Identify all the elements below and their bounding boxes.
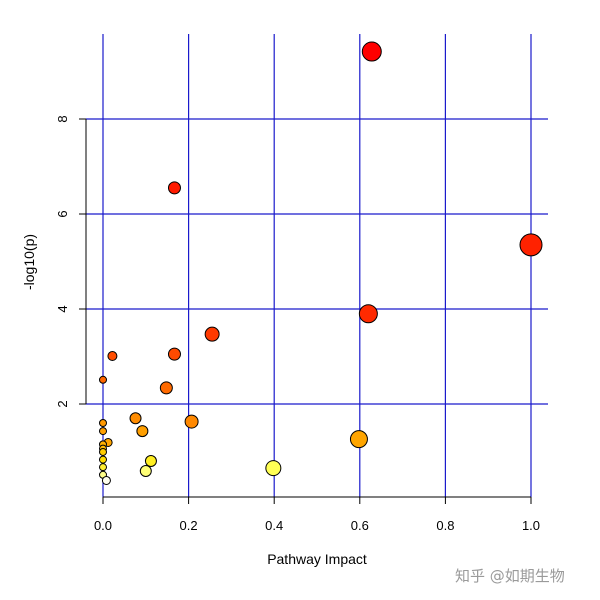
axes <box>79 118 532 504</box>
x-tick-label-3: 0.6 <box>351 518 369 533</box>
data-points <box>99 41 543 485</box>
x-tick-label-2: 0.4 <box>265 518 283 533</box>
tick-labels: 0.0 0.2 0.4 0.6 0.8 1.0 2 4 6 8 <box>55 115 540 533</box>
x-tick-label-5: 1.0 <box>522 518 540 533</box>
data-point-13 <box>99 427 107 436</box>
data-point-8 <box>159 381 173 395</box>
data-point-25 <box>101 475 111 485</box>
x-tick-label-0: 0.0 <box>94 518 112 533</box>
data-point-21 <box>99 463 107 472</box>
data-point-22 <box>265 460 282 477</box>
x-axis-title: Pathway Impact <box>267 551 367 567</box>
data-point-3 <box>358 304 378 324</box>
data-point-11 <box>99 419 107 427</box>
data-point-12 <box>136 425 149 438</box>
grid-lines <box>86 34 548 497</box>
data-point-4 <box>204 326 220 342</box>
data-point-23 <box>139 464 152 477</box>
y-tick-label-2: 6 <box>55 210 70 217</box>
data-point-5 <box>167 347 181 361</box>
data-point-0 <box>361 41 382 62</box>
data-point-19 <box>99 455 107 464</box>
watermark-text: 知乎 @如期生物 <box>455 567 565 585</box>
x-tick-label-1: 0.2 <box>180 518 198 533</box>
x-tick-label-4: 0.8 <box>436 518 454 533</box>
data-point-6 <box>107 351 118 362</box>
data-point-20 <box>144 455 157 467</box>
y-tick-label-0: 2 <box>55 400 70 407</box>
data-point-2 <box>519 233 543 257</box>
data-point-7 <box>99 375 107 384</box>
data-point-9 <box>129 412 142 425</box>
y-axis-title: -log10(p) <box>21 234 37 290</box>
y-tick-label-1: 4 <box>55 305 70 312</box>
data-point-18 <box>99 447 107 456</box>
data-point-14 <box>349 430 368 449</box>
data-point-10 <box>184 414 199 429</box>
y-tick-label-3: 8 <box>55 115 70 122</box>
data-point-1 <box>167 181 181 195</box>
